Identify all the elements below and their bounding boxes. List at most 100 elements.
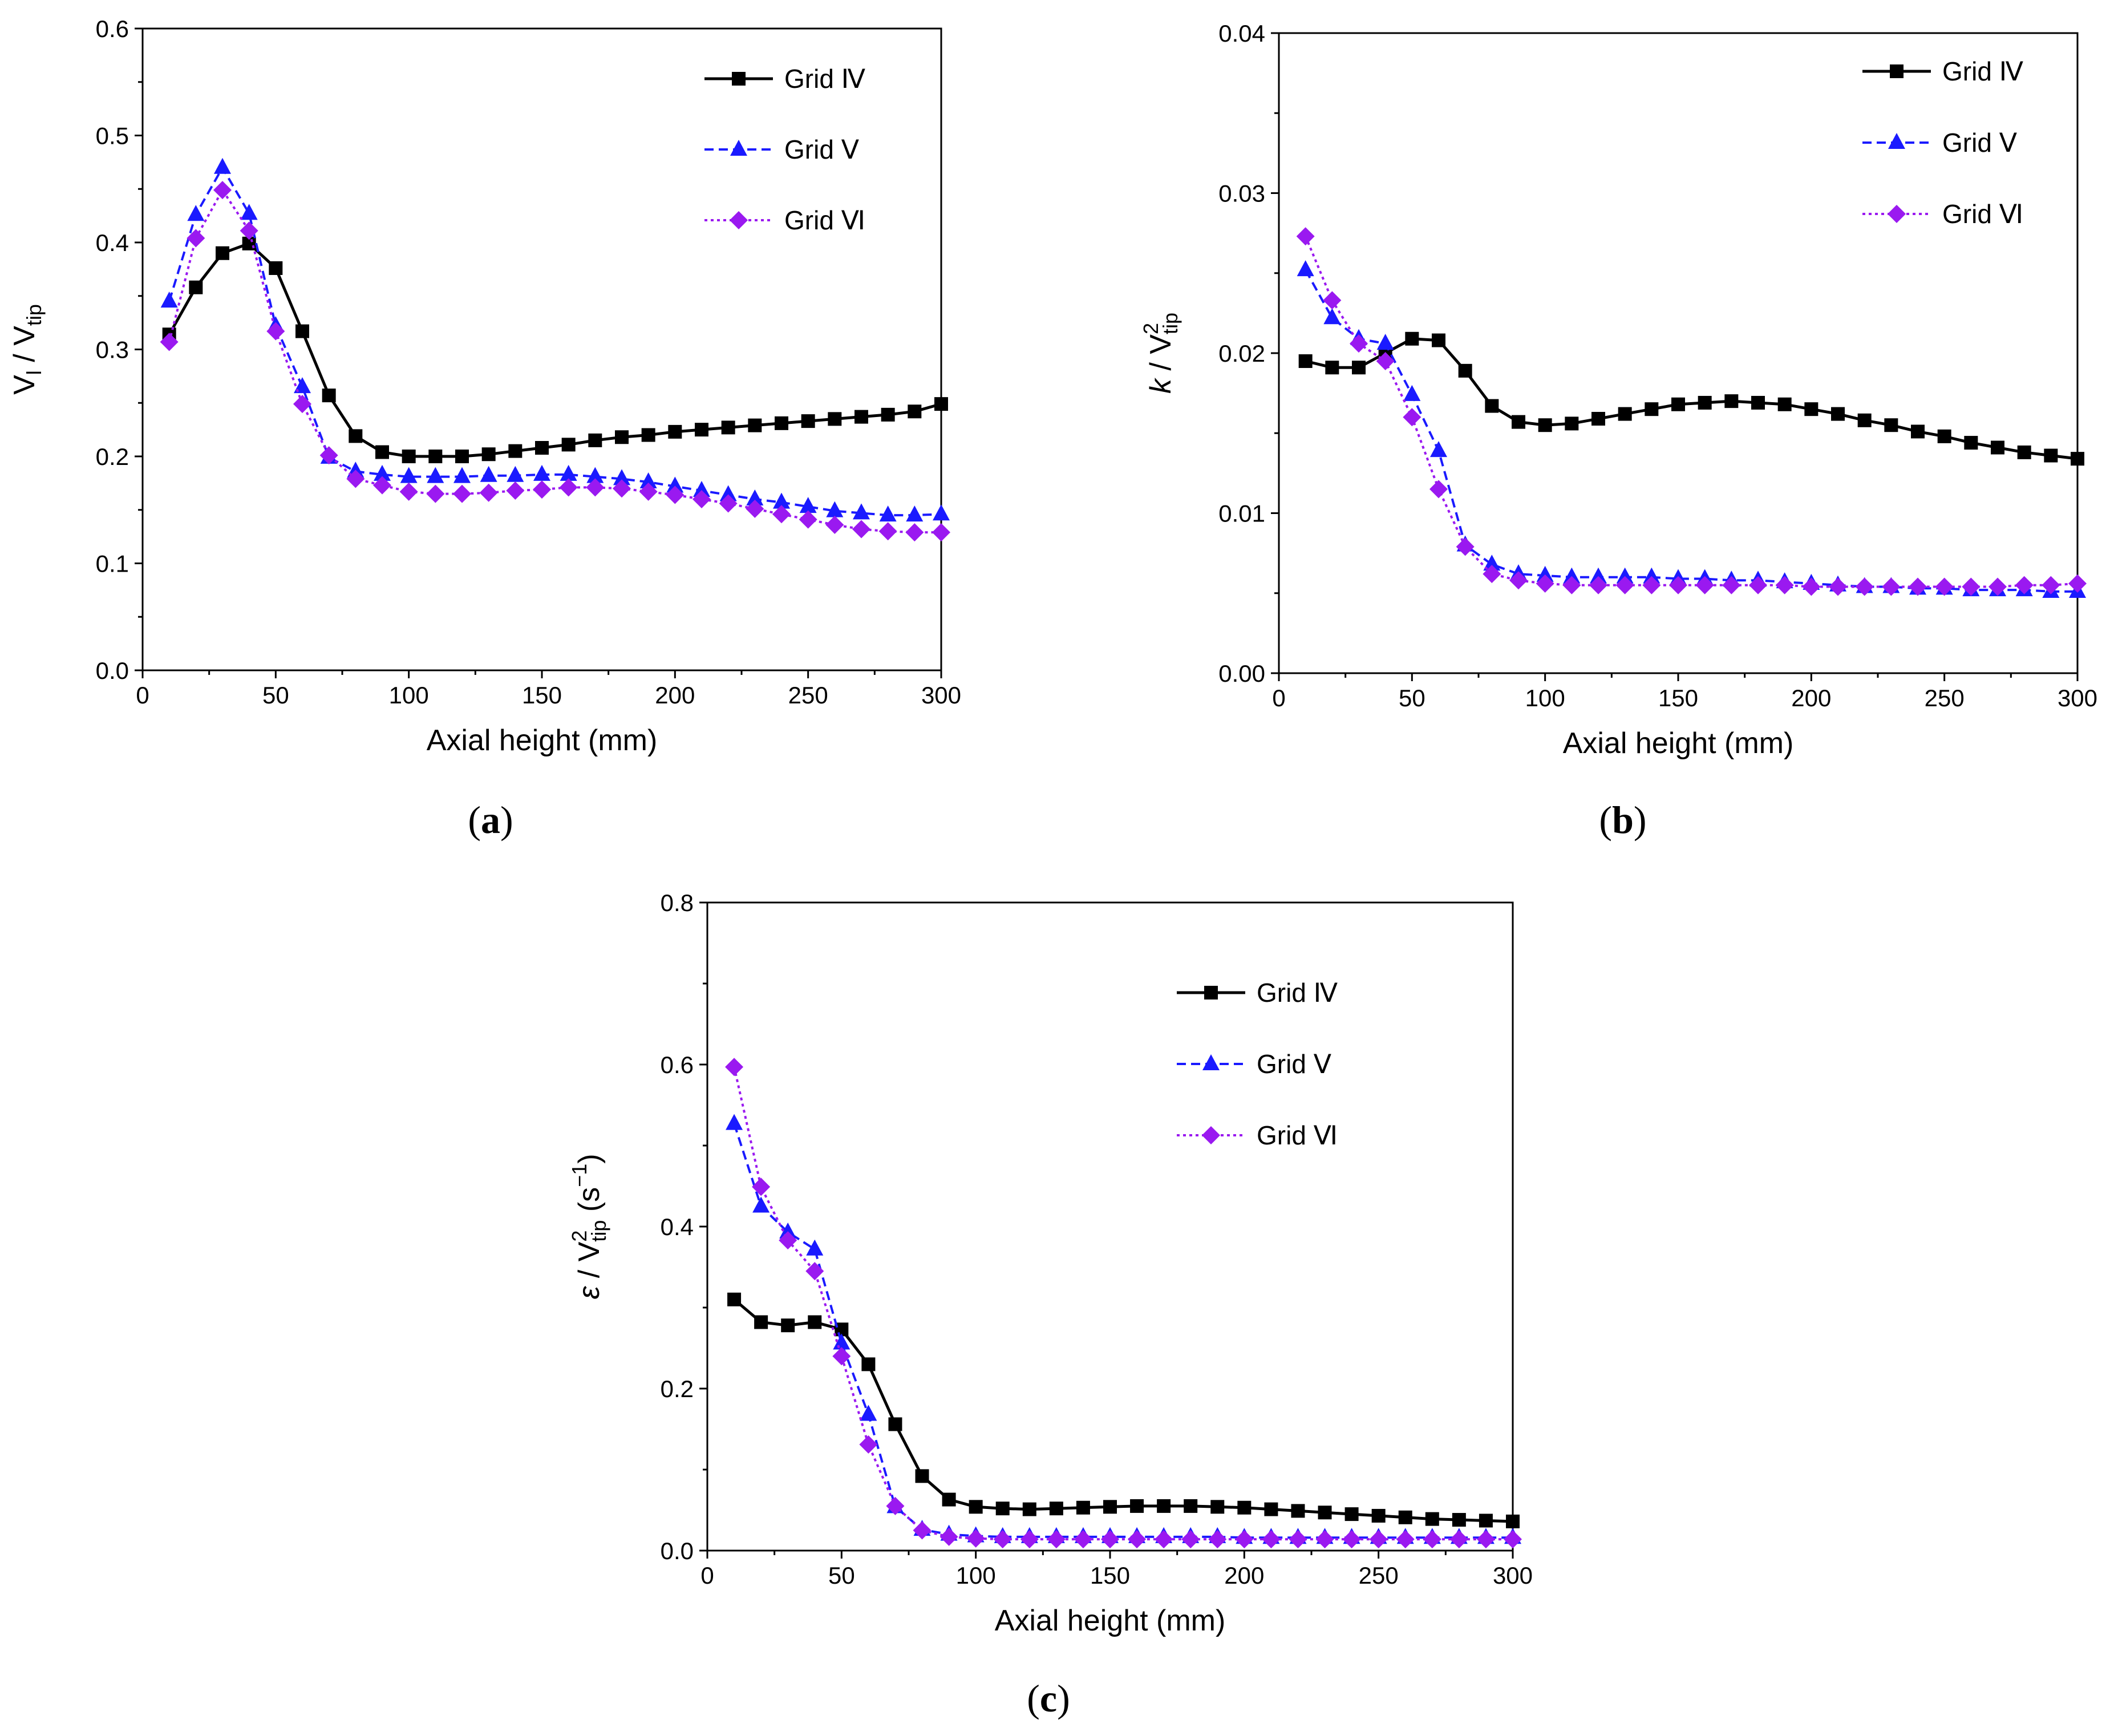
x-axis-label: Axial height (mm) (427, 724, 658, 757)
data-point (1988, 577, 2007, 596)
data-point (693, 481, 710, 497)
x-tick-label: 300 (921, 682, 961, 709)
data-point (1935, 577, 1954, 596)
data-point (905, 523, 924, 542)
data-point (1749, 576, 1767, 594)
data-point (399, 482, 418, 501)
data-point (1264, 1502, 1278, 1516)
data-point (1909, 577, 1927, 596)
legend-entry-label: Grid Ⅵ (784, 205, 865, 235)
panel-label-part: a (481, 798, 500, 841)
legend-entry-label: Grid Ⅴ (1942, 128, 2018, 157)
data-point (1403, 385, 1421, 401)
data-point (832, 1347, 851, 1366)
data-point (1429, 480, 1448, 499)
y-tick-label: 0.1 (96, 551, 129, 577)
data-point (1512, 415, 1525, 429)
data-point (615, 430, 629, 444)
data-point (1235, 1530, 1254, 1549)
data-point (374, 464, 391, 481)
data-point (1049, 1502, 1063, 1516)
data-point (453, 484, 471, 503)
y-axis-label-part: ) (573, 1154, 606, 1163)
data-point (1458, 363, 1472, 378)
y-axis-label-part: l (22, 370, 46, 375)
data-point (966, 1529, 985, 1548)
data-point (1643, 567, 1661, 584)
data-point (1642, 576, 1661, 594)
y-tick-label: 0.2 (661, 1375, 694, 1402)
y-axis-label-part: tip (587, 1220, 610, 1242)
data-point (828, 412, 842, 426)
data-point (507, 466, 524, 482)
data-point (1590, 567, 1607, 584)
legend-entry-label: Grid Ⅵ (1257, 1120, 1338, 1150)
data-point (1323, 308, 1341, 325)
data-point (1565, 416, 1579, 431)
data-point (1430, 441, 1447, 458)
data-point (1476, 1530, 1495, 1549)
series-square (1298, 331, 2084, 466)
data-point (428, 450, 443, 463)
data-point (400, 467, 418, 483)
y-axis-label: ε / V2tip (s−1) (568, 1154, 610, 1299)
data-point (293, 395, 311, 414)
data-point (1911, 424, 1925, 439)
data-point (1671, 397, 1685, 411)
data-point (908, 404, 922, 419)
data-point (752, 1196, 770, 1213)
data-point (1509, 571, 1528, 590)
data-point (346, 470, 365, 488)
data-point (455, 450, 469, 463)
data-point (189, 280, 203, 294)
data-point (748, 418, 762, 432)
data-point (1155, 1530, 1173, 1549)
y-axis-label-part: V (8, 375, 41, 395)
y-tick-label: 0.4 (96, 229, 129, 256)
x-axis-label: Axial height (mm) (995, 1604, 1226, 1637)
data-point (1751, 395, 1765, 410)
data-point (1964, 436, 1978, 450)
y-tick-label: 0.4 (661, 1213, 694, 1240)
panel-label-part: b (1612, 798, 1634, 841)
data-point (969, 1500, 983, 1514)
data-point (1298, 354, 1313, 369)
data-point (639, 482, 658, 501)
data-point (1456, 537, 1475, 556)
y-axis-label-part: (s (573, 1187, 606, 1220)
legend-entry-label: Grid Ⅵ (1942, 199, 2023, 229)
data-point (1536, 574, 1554, 593)
data-point (719, 485, 737, 501)
data-point (1350, 334, 1368, 353)
data-point (535, 441, 549, 455)
data-point (1722, 576, 1741, 594)
data-point (2017, 445, 2031, 459)
data-point (1318, 1506, 1332, 1520)
x-tick-label: 150 (1090, 1562, 1130, 1589)
x-tick-label: 250 (788, 682, 828, 709)
data-point (2071, 452, 2084, 466)
y-axis-label: Vl / Vtip (8, 304, 46, 395)
x-tick-label: 200 (655, 682, 695, 709)
x-tick-label: 0 (700, 1562, 714, 1589)
data-point (1262, 1530, 1281, 1549)
data-point (1724, 394, 1739, 408)
data-point (216, 246, 229, 260)
data-point (1483, 555, 1501, 571)
x-tick-label: 200 (1791, 685, 1831, 711)
data-point (1022, 1502, 1036, 1516)
data-point (1184, 1499, 1198, 1513)
data-point (725, 1058, 744, 1077)
data-point (214, 157, 231, 174)
data-point (2015, 576, 2034, 594)
data-point (1645, 402, 1659, 416)
data-point (402, 450, 416, 463)
data-point (799, 497, 817, 513)
data-point (1297, 260, 1314, 277)
data-point (349, 429, 363, 443)
data-point (772, 505, 791, 524)
data-point (1504, 1530, 1522, 1549)
data-point (1130, 1499, 1144, 1513)
series-square (162, 236, 948, 463)
y-tick-label: 0.8 (661, 889, 694, 916)
